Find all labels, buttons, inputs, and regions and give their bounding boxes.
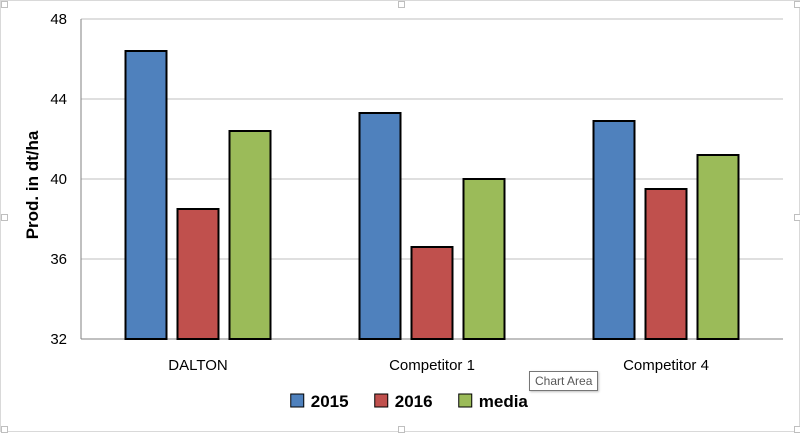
legend[interactable]: 2015 2016 media xyxy=(290,392,529,411)
bar-2016-competitor-1[interactable] xyxy=(410,246,454,340)
bar-media-competitor-4[interactable] xyxy=(696,154,740,340)
legend-item-media[interactable]: media xyxy=(458,392,529,411)
resize-handle-top[interactable] xyxy=(398,1,405,8)
resize-handle-right[interactable] xyxy=(794,214,800,221)
y-tick-label: 36 xyxy=(50,251,67,268)
legend-label: 2016 xyxy=(395,392,433,411)
x-tick-label: Competitor 4 xyxy=(623,357,709,374)
bars xyxy=(124,50,740,340)
y-axis-label: Prod. in dt/ha xyxy=(23,130,42,239)
bar-2016-competitor-4[interactable] xyxy=(644,188,688,340)
legend-item-2015[interactable]: 2015 xyxy=(290,392,349,411)
bar-2015-competitor-1[interactable] xyxy=(358,112,402,340)
y-tick-label: 40 xyxy=(50,171,67,188)
y-tick-label: 32 xyxy=(50,331,67,348)
legend-item-2016[interactable]: 2016 xyxy=(374,392,433,411)
x-tick-label: Competitor 1 xyxy=(389,357,475,374)
bar-2015-dalton[interactable] xyxy=(124,50,168,340)
bar-media-competitor-1[interactable] xyxy=(462,178,506,340)
legend-label: media xyxy=(479,392,529,411)
legend-swatch xyxy=(374,393,389,408)
legend-swatch xyxy=(290,393,305,408)
bar-2016-dalton[interactable] xyxy=(176,208,220,340)
x-tick-label: DALTON xyxy=(168,357,227,374)
bar-2015-competitor-4[interactable] xyxy=(592,120,636,340)
resize-handle-top-left[interactable] xyxy=(1,1,8,8)
bar-media-dalton[interactable] xyxy=(228,130,272,340)
legend-swatch xyxy=(458,393,473,408)
resize-handle-left[interactable] xyxy=(1,214,8,221)
chart-area-tooltip: Chart Area xyxy=(529,371,599,391)
tick-labels: 32 36 40 44 48 DALTON Competitor 1 Competitor 4 xyxy=(50,11,709,374)
y-tick-label: 44 xyxy=(50,91,67,108)
legend-label: 2015 xyxy=(311,392,349,411)
y-tick-label: 48 xyxy=(50,11,67,28)
resize-handle-top-right[interactable] xyxy=(794,1,800,8)
